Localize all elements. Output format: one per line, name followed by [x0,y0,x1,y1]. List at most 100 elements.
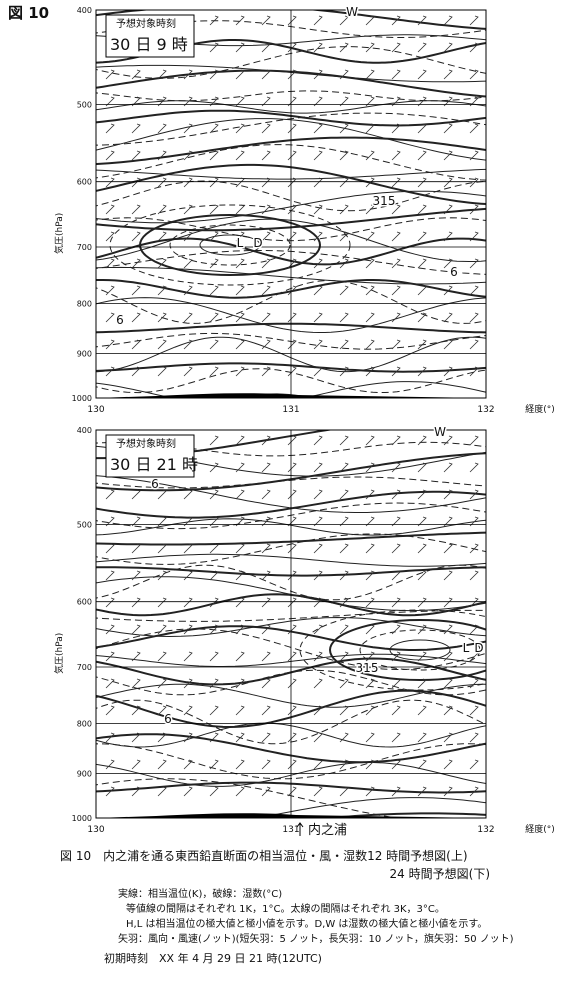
wind-barb [105,651,115,662]
wind-barb [105,285,115,296]
wind-barb [261,570,271,581]
wind-barb [209,489,219,500]
wind-barb [339,285,349,296]
wind-barb [417,570,427,581]
wind-barb [391,732,401,743]
theta-contour [96,593,486,617]
wind-barb [157,150,167,161]
theta-contour [317,812,486,818]
wind-barb [417,204,427,215]
wind-barb [339,543,349,554]
wind-barb [209,123,219,134]
theta-contour [96,381,486,398]
y-tick-label: 800 [77,720,92,729]
wind-barb [235,285,245,296]
y-tick-label: 900 [77,769,92,778]
wind-barb [417,177,427,188]
x-tick-label: 131 [282,825,299,835]
theta-contour [96,266,486,285]
wind-barb [131,543,141,554]
wind-barb [261,15,271,26]
wind-barb [183,597,193,608]
wind-barb [339,786,349,797]
theta-contour [96,531,486,546]
wind-barb [443,543,453,554]
wind-barb [443,597,453,608]
theta-contour [96,722,486,748]
time-box [105,14,195,58]
contour-label: D [253,236,262,250]
wind-barb [261,204,271,215]
wind-barb [339,597,349,608]
contour-label: 315 [373,194,396,208]
wind-barb [261,69,271,80]
wind-barb [131,366,141,377]
theta-contour [139,214,321,276]
wind-barb [339,570,349,581]
wind-barb [339,177,349,188]
y-tick-label: 600 [77,178,92,187]
wind-barb [261,96,271,107]
wind-barb [391,150,401,161]
wind-barb [365,462,375,473]
contour-label: W [346,5,358,19]
wind-barb [287,150,297,161]
wind-barb [417,462,427,473]
theta-contour [299,609,486,691]
wind-barb [287,786,297,797]
contour-label: D [474,641,483,655]
wind-barb [235,204,245,215]
wind-barb [469,204,479,215]
wind-barb [417,42,427,53]
wind-barb [365,759,375,770]
wind-barb [157,543,167,554]
wind-barb [469,435,479,446]
theta-contour [96,297,486,333]
wind-barb [365,285,375,296]
wind-barb [313,516,323,527]
wind-barb [131,150,141,161]
wind-barb [417,123,427,134]
wind-barb [157,786,167,797]
wind-barb [183,312,193,323]
theta-contour [96,683,486,708]
humidity-contour [96,250,486,275]
wind-barb [417,759,427,770]
wind-barb [469,42,479,53]
wind-barb [339,732,349,743]
wind-barb [105,231,115,242]
wind-barb [417,312,427,323]
wind-barb [391,69,401,80]
contour-label: L [237,236,244,250]
wind-barb [235,786,245,797]
wind-barb [443,15,453,26]
theta-contour [96,218,486,262]
wind-barb [209,285,219,296]
wind-barb [365,204,375,215]
wind-barb [469,651,479,662]
wind-barb [443,651,453,662]
station-arrow [296,822,304,836]
wind-barb [157,312,167,323]
wind-barb [339,489,349,500]
wind-barb [417,786,427,797]
wind-barb [287,489,297,500]
plot-frame [95,9,487,399]
wind-barb [339,651,349,662]
wind-barb [183,177,193,188]
wind-barb [365,231,375,242]
contours [96,10,486,398]
wind-barb [105,516,115,527]
wind-barb [209,339,219,350]
theta-contour [96,322,486,334]
wind-barb [469,258,479,269]
wind-barb [209,705,219,716]
wind-barb [157,258,167,269]
theta-contour [96,100,486,114]
theta-contour [96,781,486,794]
wind-barb [443,177,453,188]
wind-barb [365,543,375,554]
humidity-contour [96,112,486,146]
wind-barb [443,96,453,107]
